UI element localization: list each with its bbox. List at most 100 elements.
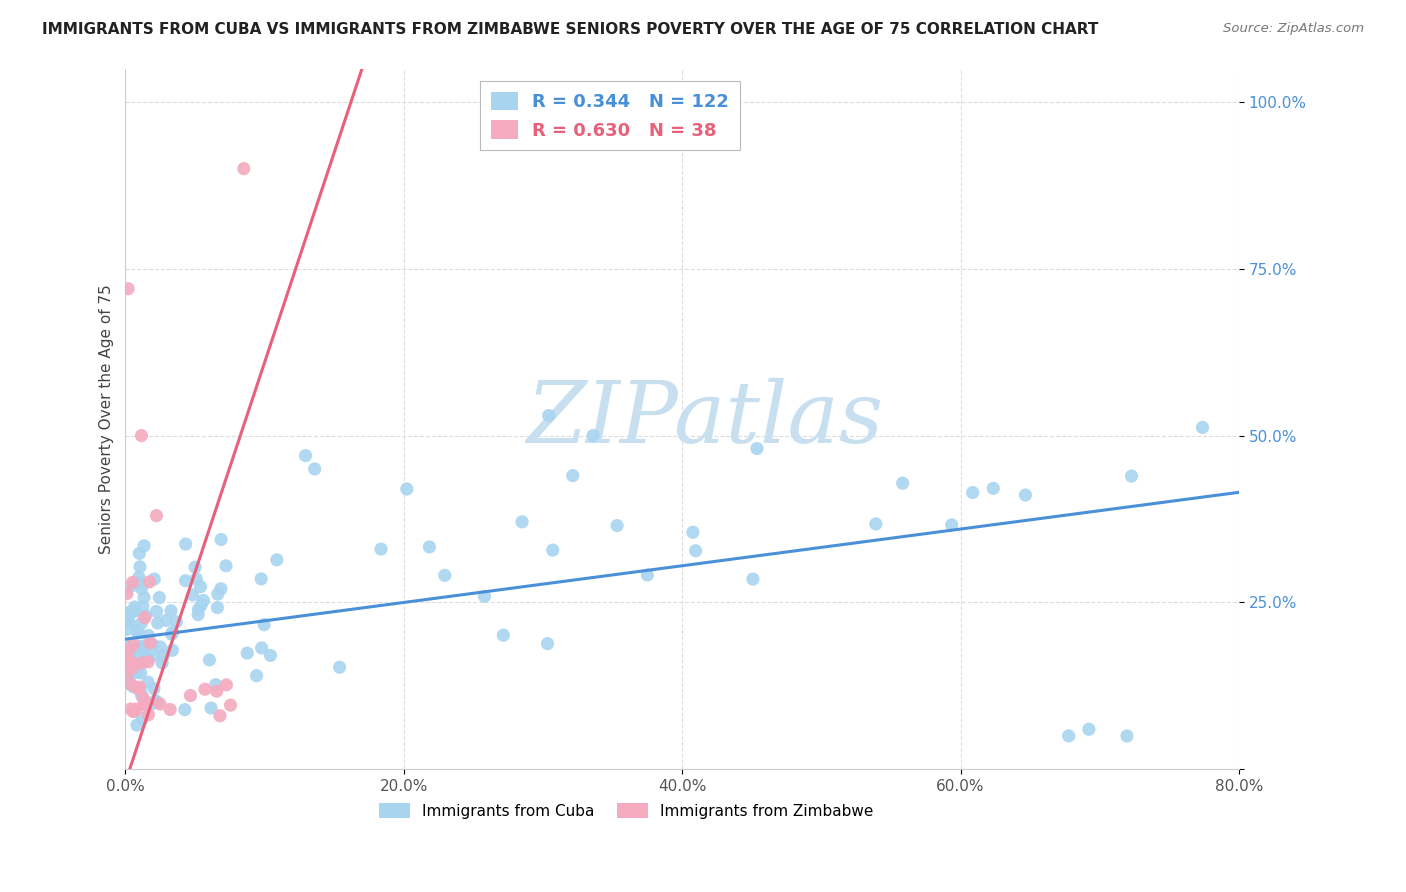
- Point: [134, 696, 156, 710]
- Point: [510, 515, 533, 529]
- Point: [232, 161, 254, 176]
- Point: [138, 628, 160, 642]
- Point: [981, 481, 1004, 495]
- Point: [146, 695, 169, 709]
- Point: [165, 615, 187, 629]
- Point: [127, 681, 149, 696]
- Point: [207, 600, 229, 615]
- Point: [115, 665, 138, 680]
- Point: [198, 653, 221, 667]
- Point: [160, 627, 183, 641]
- Point: [250, 640, 273, 655]
- Point: [685, 543, 707, 558]
- Point: [136, 675, 159, 690]
- Point: [941, 517, 963, 532]
- Point: [186, 572, 208, 586]
- Point: [131, 712, 153, 726]
- Point: [117, 672, 139, 686]
- Point: [120, 677, 142, 691]
- Point: [121, 575, 143, 590]
- Point: [125, 702, 148, 716]
- Point: [200, 701, 222, 715]
- Point: [742, 572, 765, 586]
- Point: [190, 598, 212, 612]
- Point: [215, 558, 238, 573]
- Point: [205, 684, 228, 698]
- Point: [266, 553, 288, 567]
- Point: [204, 678, 226, 692]
- Y-axis label: Seniors Poverty Over the Age of 75: Seniors Poverty Over the Age of 75: [100, 284, 114, 554]
- Point: [433, 568, 456, 582]
- Point: [259, 648, 281, 663]
- Point: [1014, 488, 1036, 502]
- Point: [142, 681, 165, 696]
- Point: [184, 560, 207, 574]
- Point: [209, 533, 232, 547]
- Point: [129, 684, 152, 698]
- Point: [122, 657, 145, 672]
- Point: [215, 678, 238, 692]
- Point: [120, 702, 142, 716]
- Point: [115, 648, 138, 663]
- Point: [118, 656, 141, 670]
- Point: [891, 476, 914, 491]
- Point: [125, 665, 148, 680]
- Point: [132, 591, 155, 605]
- Point: [162, 625, 184, 640]
- Point: [865, 516, 887, 531]
- Point: [120, 678, 142, 692]
- Point: [236, 646, 259, 660]
- Point: [131, 428, 153, 442]
- Point: [582, 428, 605, 442]
- Point: [128, 546, 150, 560]
- Point: [138, 574, 160, 589]
- Point: [143, 694, 166, 708]
- Point: [127, 623, 149, 637]
- Point: [117, 606, 139, 620]
- Legend: Immigrants from Cuba, Immigrants from Zimbabwe: Immigrants from Cuba, Immigrants from Zi…: [374, 797, 880, 825]
- Point: [134, 608, 156, 623]
- Point: [250, 572, 273, 586]
- Point: [194, 682, 217, 697]
- Point: [174, 537, 197, 551]
- Point: [152, 648, 174, 663]
- Point: [304, 462, 326, 476]
- Point: [474, 589, 496, 603]
- Point: [187, 602, 209, 616]
- Point: [125, 718, 148, 732]
- Point: [141, 637, 163, 651]
- Point: [128, 570, 150, 584]
- Point: [207, 587, 229, 601]
- Point: [121, 646, 143, 660]
- Point: [253, 617, 276, 632]
- Point: [129, 665, 152, 680]
- Point: [135, 650, 157, 665]
- Point: [418, 540, 440, 554]
- Point: [122, 704, 145, 718]
- Point: [294, 449, 316, 463]
- Point: [190, 580, 212, 594]
- Point: [193, 593, 215, 607]
- Point: [115, 582, 138, 597]
- Point: [115, 646, 138, 660]
- Point: [174, 574, 197, 588]
- Point: [209, 582, 232, 596]
- Point: [149, 640, 172, 654]
- Point: [122, 637, 145, 651]
- Point: [142, 648, 165, 663]
- Point: [537, 409, 560, 423]
- Point: [124, 600, 146, 615]
- Point: [155, 614, 177, 628]
- Point: [395, 482, 418, 496]
- Point: [127, 625, 149, 640]
- Point: [187, 607, 209, 622]
- Point: [561, 468, 583, 483]
- Point: [121, 665, 143, 680]
- Point: [125, 651, 148, 665]
- Point: [149, 697, 172, 711]
- Point: [131, 656, 153, 670]
- Point: [1121, 469, 1143, 483]
- Point: [682, 525, 704, 540]
- Text: ZIPatlas: ZIPatlas: [526, 377, 883, 460]
- Point: [115, 587, 138, 601]
